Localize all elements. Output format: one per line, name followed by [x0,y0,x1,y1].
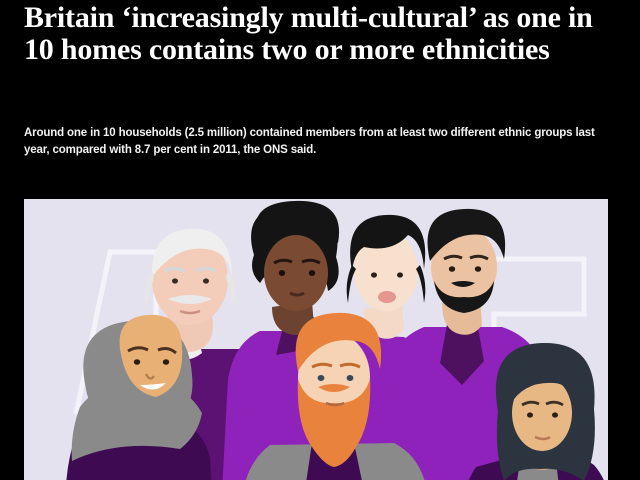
dark-beard-man-hair [427,208,506,261]
older-man-hair-left [144,271,154,305]
bob-woman-eye-right [397,272,403,278]
long-dark-woman-eye-left [527,412,533,418]
afro-woman-eye-right [308,270,316,276]
ginger-man-eye-left [317,375,325,381]
long-dark-woman-eye-right [552,412,558,418]
dark-beard-man-moustache [451,281,475,287]
hijab-woman-eye-left [133,359,141,365]
bob-woman-eye-left [371,272,377,278]
dark-beard-man-eye-left [448,266,456,272]
long-dark-woman-mouth [534,435,551,441]
older-man-moustache [168,295,212,304]
dark-beard-man-eyebrow-right [469,254,489,261]
bob-woman-hair-right [416,265,426,303]
person-bob-woman [346,214,426,339]
older-man-eyebrow-left [164,266,186,273]
afro-woman-hair-front [255,200,340,243]
afro-woman-eye-left [278,270,286,276]
article-illustration [24,199,608,480]
illustration-svg [24,199,608,480]
older-man-eye-right [203,278,209,284]
ginger-man-eye-right [346,375,354,381]
afro-woman-face [264,235,328,311]
afro-woman-eyebrow-right [301,258,321,265]
person-hijab-woman [66,314,212,480]
dark-beard-man-neckline [440,317,484,385]
older-man-hair-right [226,271,236,305]
bob-woman-hair [350,214,426,271]
person-dark-beard-man [427,208,506,335]
older-man-mouth [179,309,201,315]
person-ginger-beard-man [245,312,425,480]
dark-beard-man-face [431,227,497,307]
hijab-woman-smile [140,383,166,390]
hijab-woman-eye-right [162,359,170,365]
long-dark-woman-face [512,375,572,451]
older-man-eyebrow-right [195,266,217,273]
long-dark-woman-eyebrow-left [521,400,540,407]
standfirst-block: Around one in 10 households (2.5 million… [24,125,610,160]
bob-woman-hair-left [346,265,356,303]
bob-woman-mouth [378,291,396,303]
ginger-man-beard [297,379,371,467]
dark-beard-man-eyebrow-left [443,254,463,261]
afro-woman-mouth [289,291,305,297]
ginger-man-eyebrow-right [339,362,361,369]
person-afro-woman [251,200,340,335]
bob-woman-face [354,231,418,311]
ginger-man-mouth [325,401,345,407]
ginger-man-face [298,333,370,421]
page-title: Britain ‘increasingly multi-cultural’ as… [24,1,593,67]
article-header: Britain ‘increasingly multi-cultural’ as… [24,1,620,67]
older-man-hair [151,228,232,277]
person-long-dark-woman [468,342,604,480]
hijab-woman-face [119,314,183,397]
afro-woman-eyebrow-left [273,258,293,265]
ginger-man-moustache [318,384,350,392]
ginger-man-hair [295,312,382,371]
long-dark-woman-eyebrow-right [545,400,564,407]
dark-beard-man-eye-right [474,266,482,272]
article-standfirst: Around one in 10 households (2.5 million… [24,127,595,157]
hijab-woman-eyebrow-right [157,347,177,355]
hijab-woman-eyebrow-left [127,346,149,353]
hijab-woman-nose [145,373,155,380]
older-man-eye-left [172,278,178,284]
dark-beard-man-beard [434,281,494,313]
person-older-man [144,228,236,352]
ginger-man-eyebrow-left [311,362,333,369]
long-dark-woman-fringe [509,359,577,405]
